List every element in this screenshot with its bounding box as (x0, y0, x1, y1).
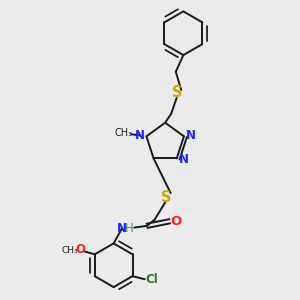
Text: CH₃: CH₃ (61, 246, 78, 255)
Text: S: S (172, 85, 182, 100)
Text: N: N (178, 153, 188, 166)
Text: CH₃: CH₃ (115, 128, 133, 138)
Text: O: O (75, 243, 85, 256)
Text: O: O (170, 215, 182, 228)
Text: N: N (186, 129, 196, 142)
Text: N: N (135, 129, 145, 142)
Text: N: N (117, 222, 127, 235)
Text: Cl: Cl (145, 273, 158, 286)
Text: H: H (124, 222, 133, 235)
Text: S: S (161, 190, 172, 205)
